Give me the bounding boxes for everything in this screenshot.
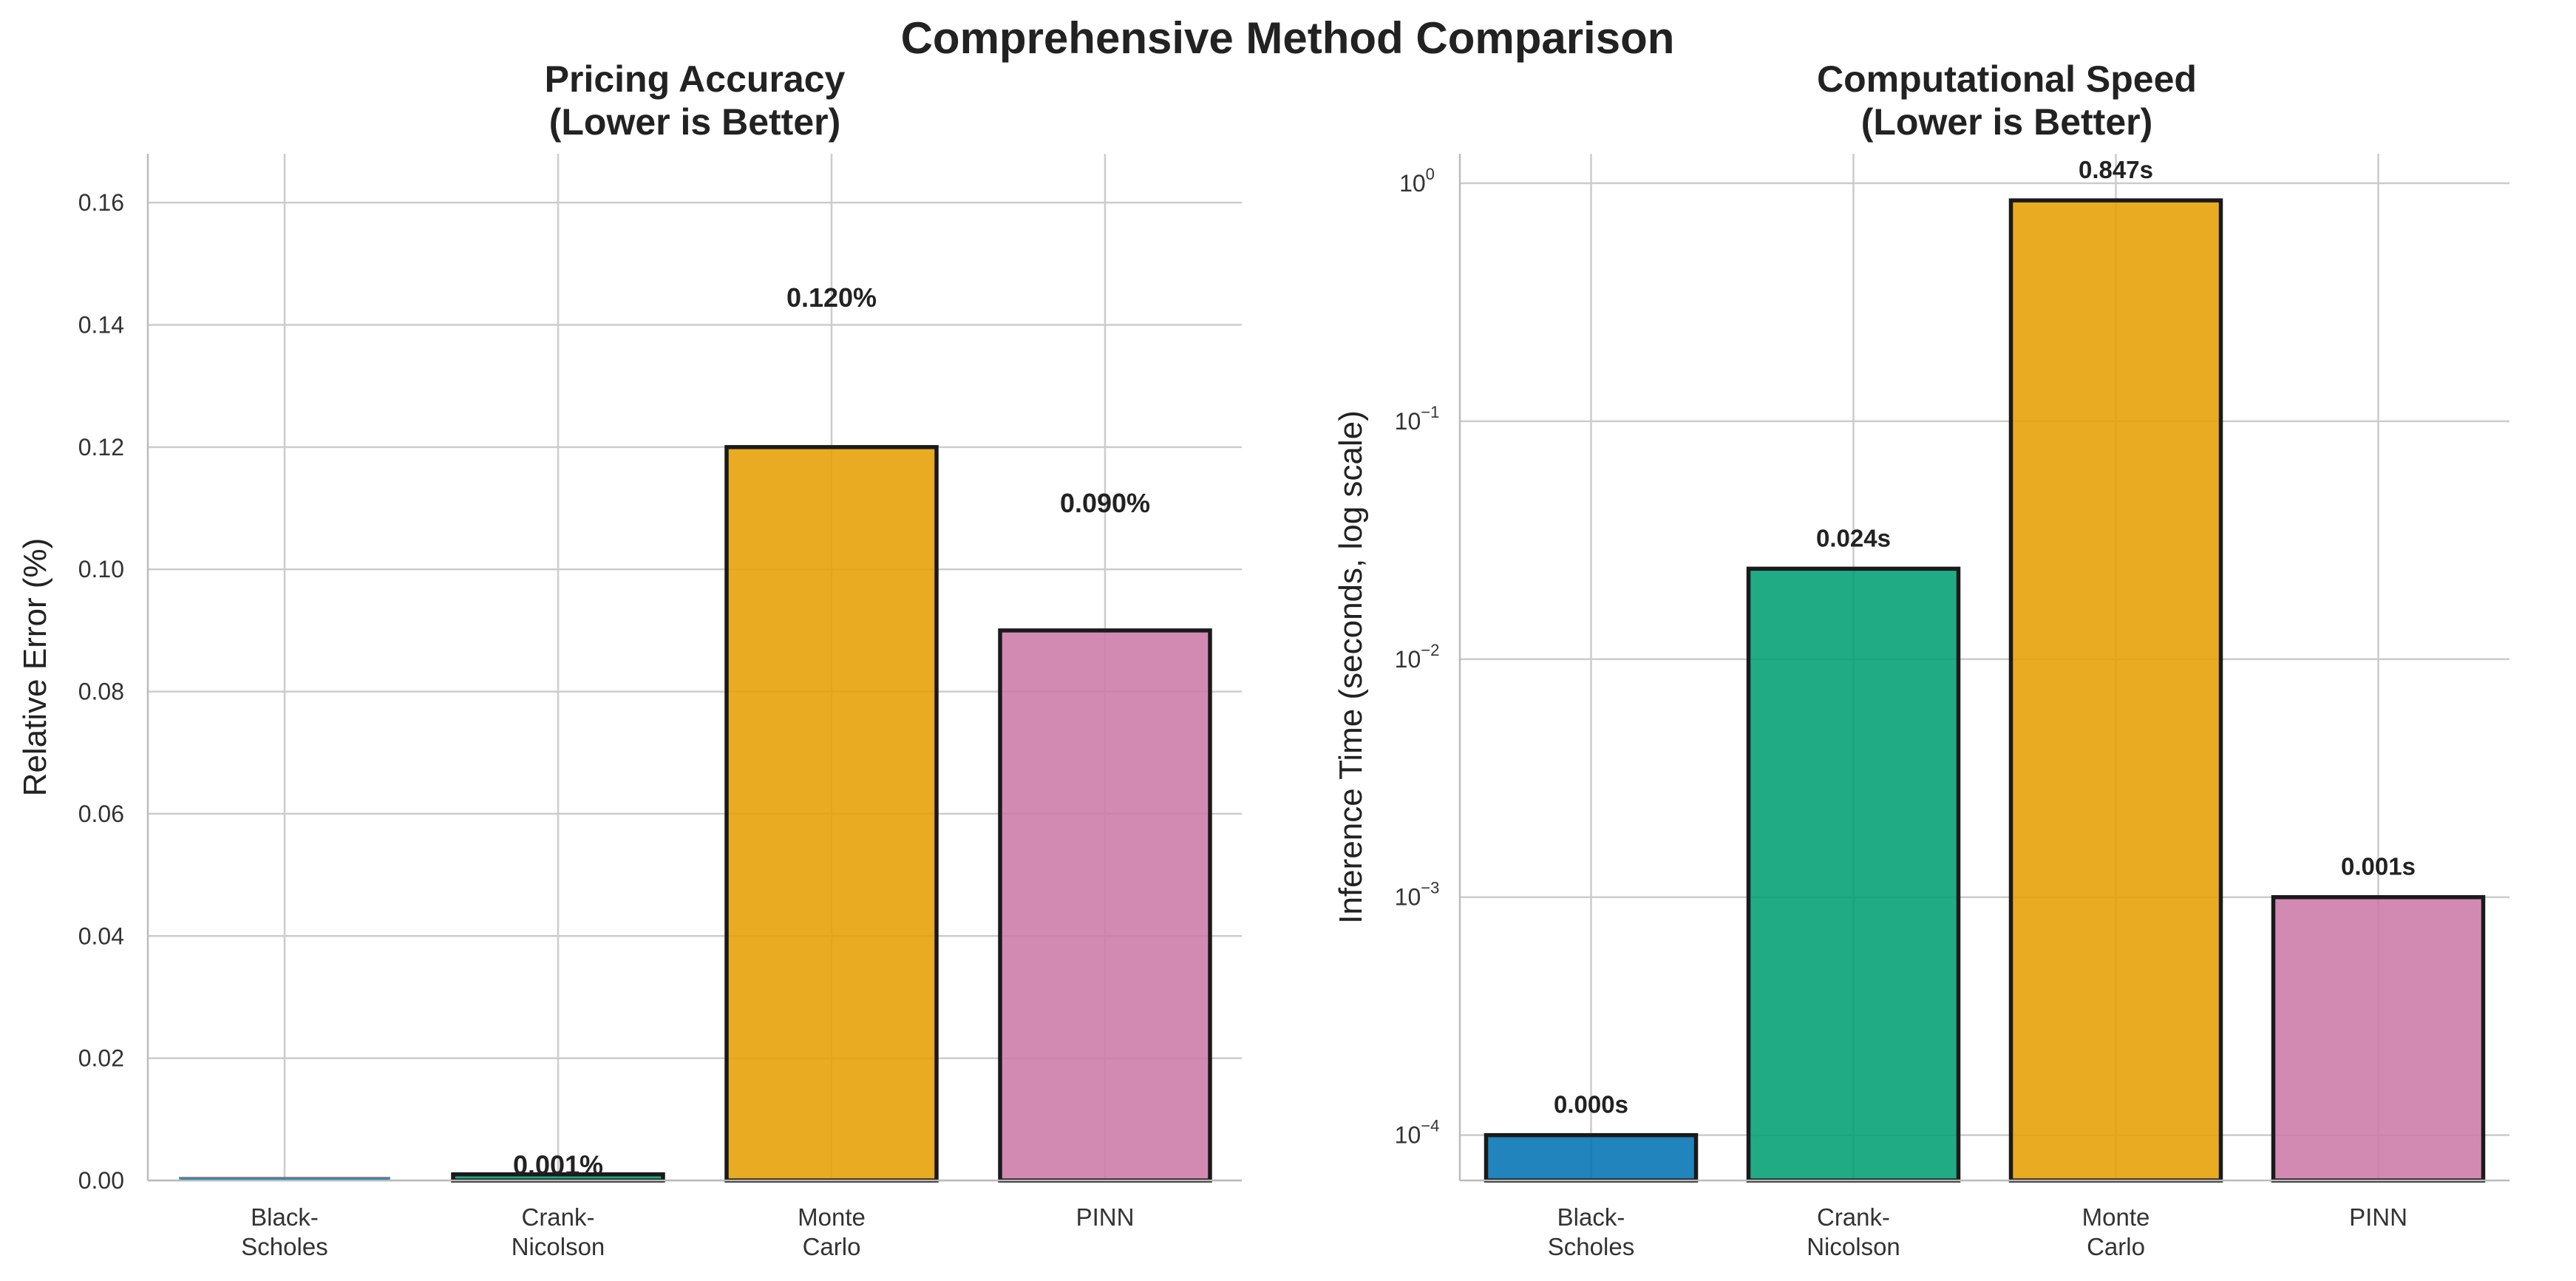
y-tick-label: 100: [1399, 165, 1435, 197]
data-label: 0.120%: [786, 282, 877, 313]
y-tick-label: 10−2: [1395, 641, 1440, 673]
x-tick-label: Carlo: [2087, 1233, 2145, 1260]
bar: [1746, 566, 1961, 1183]
y-tick-label: 0.08: [78, 679, 124, 705]
panel-title-line: Computational Speed: [1817, 58, 2197, 100]
y-tick-label: 0.04: [78, 922, 124, 949]
y-axis-label: Inference Time (seconds, log scale): [1333, 410, 1369, 924]
x-tick-label: Scholes: [241, 1233, 327, 1260]
data-label: 0.024s: [1816, 524, 1891, 551]
x-tick-label: Nicolson: [512, 1233, 605, 1260]
bar: [2271, 894, 2486, 1183]
data-label: 0.090%: [1060, 488, 1150, 518]
y-tick-label: 0.06: [78, 801, 124, 827]
data-label: 0.847s: [2079, 156, 2153, 183]
x-tick-label: Monte: [2082, 1203, 2150, 1231]
x-tick-label: PINN: [2349, 1203, 2407, 1231]
y-axis-label: Relative Error (%): [17, 538, 53, 797]
computational-speed-panel: Computational Speed(Lower is Better) 10−4…: [1333, 58, 2509, 1260]
figure-title: Comprehensive Method Comparison: [901, 13, 1675, 63]
x-tick-label: Black-: [251, 1203, 319, 1231]
x-tick-label: Black-: [1557, 1203, 1625, 1231]
panel-title-line: (Lower is Better): [549, 101, 841, 143]
y-tick-label: 10−1: [1395, 403, 1440, 435]
pricing-accuracy-panel: Pricing Accuracy(Lower is Better) 0.00 0.0…: [17, 58, 1242, 1260]
x-tick-label: PINN: [1076, 1203, 1135, 1231]
panel-title-line: Pricing Accuracy: [545, 58, 846, 100]
x-tick-label: Crank-: [521, 1203, 594, 1231]
bar: [1484, 1132, 1699, 1183]
y-tick-label: 0.00: [78, 1167, 124, 1194]
x-tick-label: Scholes: [1548, 1233, 1634, 1260]
y-tick-label: 10−3: [1395, 879, 1440, 911]
bar: [2008, 198, 2223, 1183]
data-label: 0.001%: [513, 1150, 603, 1180]
y-tick-label: 0.12: [78, 434, 124, 461]
data-label: 0.001s: [2341, 853, 2416, 880]
x-tick-label: Crank-: [1817, 1203, 1890, 1231]
x-tick-label: Monte: [798, 1203, 866, 1231]
x-tick-label: Carlo: [803, 1233, 861, 1260]
y-tick-label: 0.10: [78, 556, 124, 582]
y-tick-label: 10−4: [1395, 1117, 1440, 1149]
panel-title-line: (Lower is Better): [1861, 101, 2153, 143]
y-tick-label: 0.16: [78, 189, 124, 216]
bar: [998, 628, 1212, 1183]
data-label: 0.000s: [1554, 1091, 1628, 1118]
y-tick-label: 0.14: [78, 312, 124, 339]
bar: [724, 445, 939, 1183]
x-tick-label: Nicolson: [1807, 1233, 1900, 1260]
y-tick-label: 0.02: [78, 1045, 124, 1072]
